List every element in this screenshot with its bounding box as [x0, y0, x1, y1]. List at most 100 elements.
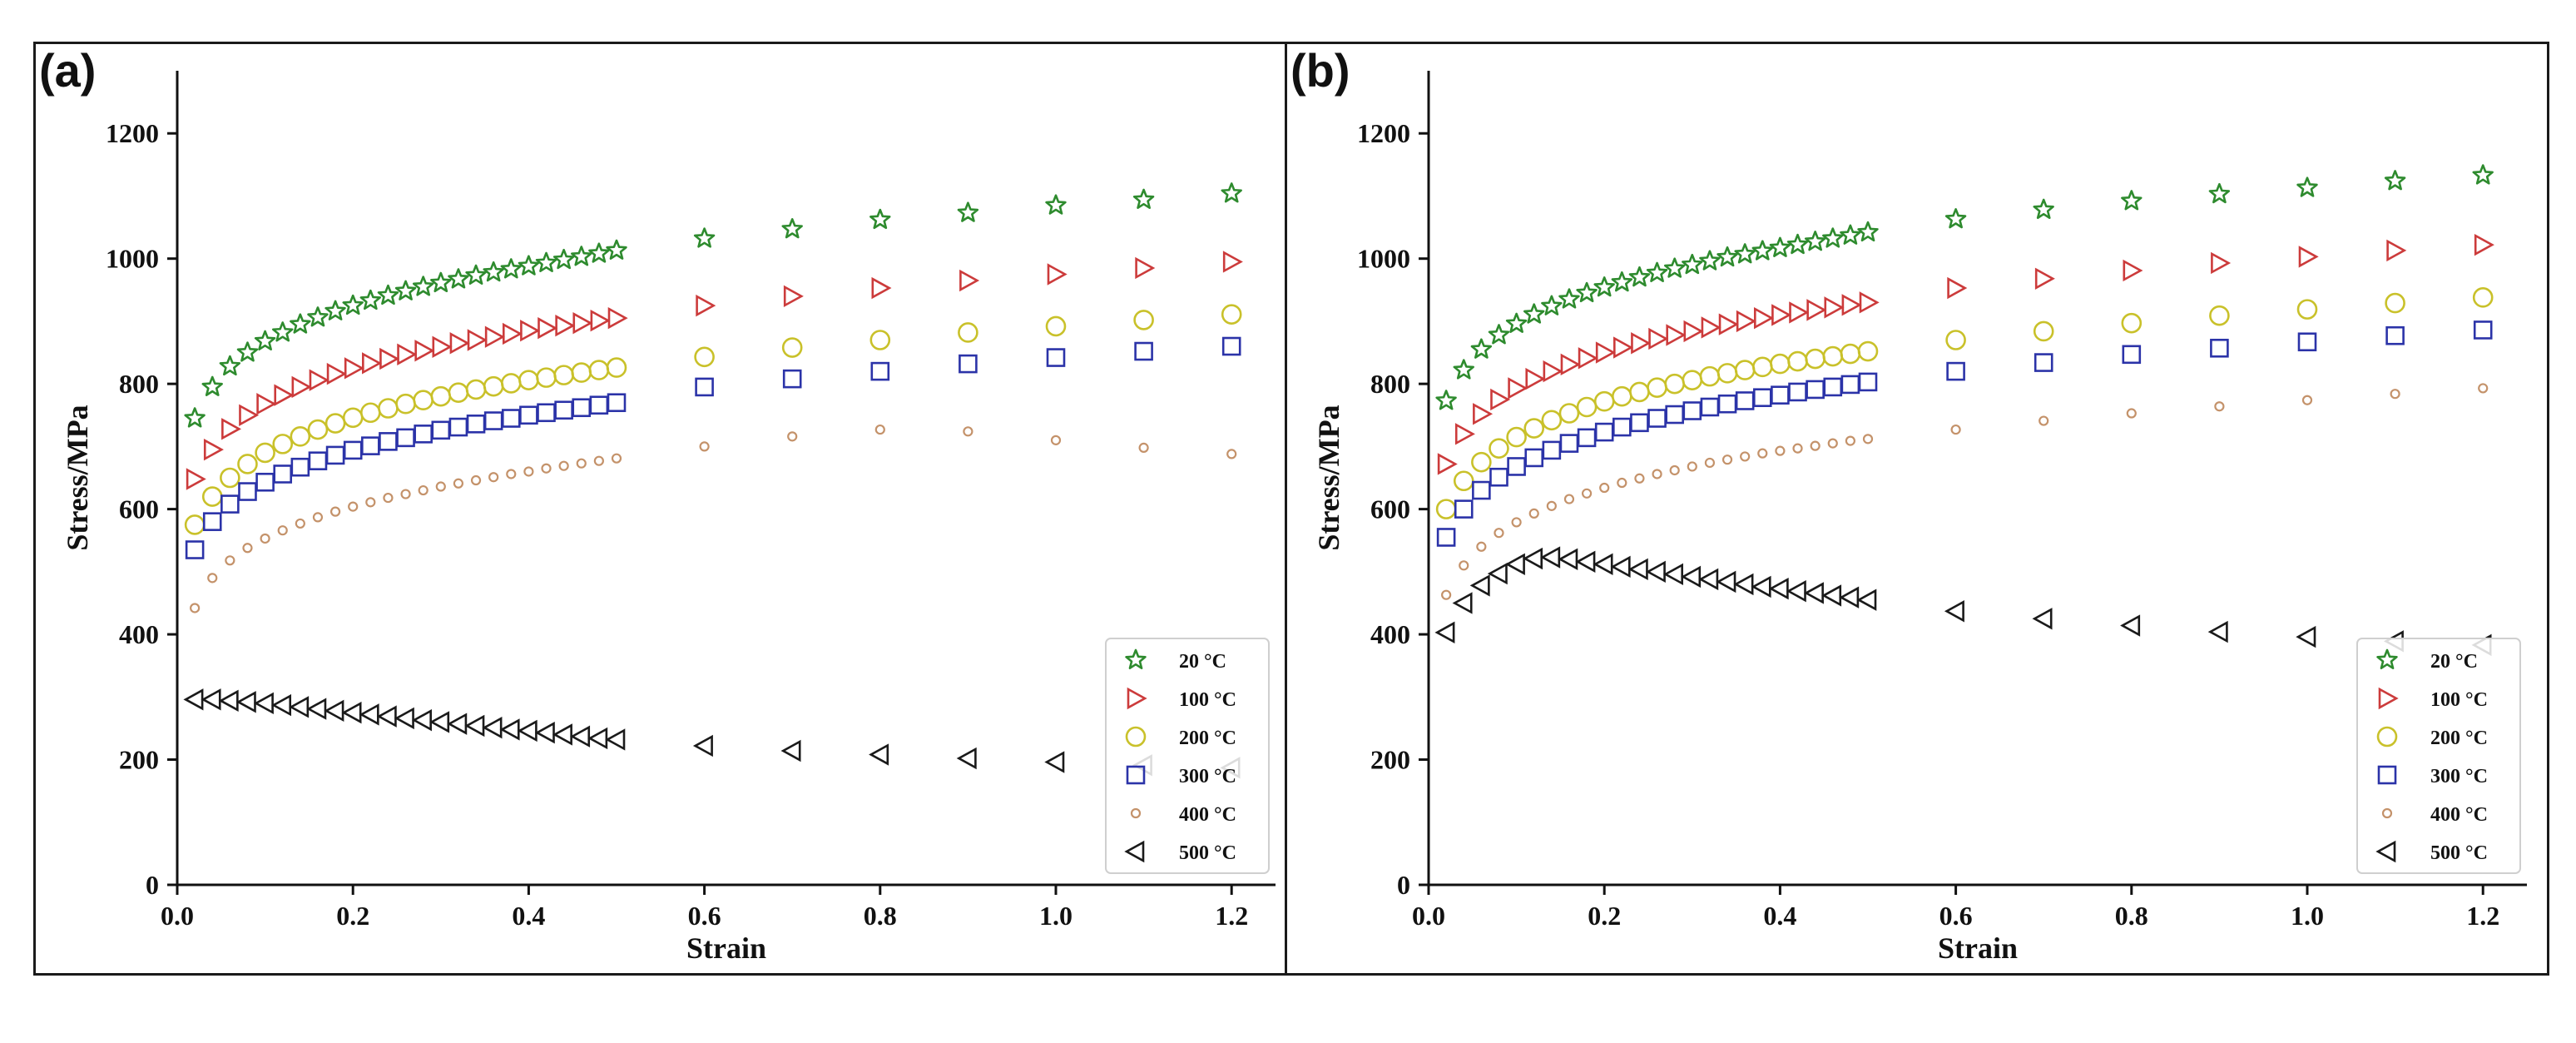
data-point [1751, 356, 1773, 378]
data-point [555, 314, 576, 337]
data-point [1805, 348, 1825, 370]
data-point [1221, 336, 1241, 356]
data-point [781, 337, 803, 358]
data-point [329, 506, 341, 517]
panel-label: (a) [39, 44, 97, 97]
data-point [412, 276, 434, 296]
data-point [1735, 391, 1755, 410]
data-point [360, 402, 381, 424]
data-point [306, 698, 327, 720]
data-point [383, 492, 394, 504]
data-point [1682, 370, 1703, 390]
data-point [1699, 365, 1721, 387]
data-point [869, 743, 889, 766]
data-point [1595, 341, 1616, 364]
data-point [518, 255, 540, 276]
data-point [1699, 250, 1721, 271]
data-point [1558, 403, 1580, 424]
data-point [185, 540, 205, 559]
data-point [1594, 422, 1614, 442]
data-point [571, 362, 592, 383]
data-point [2472, 287, 2494, 308]
data-point [465, 379, 487, 400]
data-point [2296, 176, 2318, 197]
data-point [869, 330, 891, 350]
data-point [324, 413, 346, 434]
data-point [1628, 266, 1651, 287]
data-point [1652, 469, 1662, 479]
chart-a-svg: 0.0 0.2 0.4 0.6 0.8 1.0 1.2 0 200 400 600 800 1000 12… [61, 71, 1276, 965]
data-point [394, 280, 417, 300]
data-point [1631, 332, 1652, 355]
legend-marker [2381, 807, 2393, 819]
data-point [237, 454, 258, 474]
data-point [432, 335, 453, 358]
data-point [1134, 341, 1153, 361]
data-point [2033, 198, 2054, 220]
data-point [587, 727, 608, 750]
data-point [1698, 568, 1719, 591]
legend-marker [1130, 807, 1142, 819]
data-point [1771, 304, 1792, 326]
data-point [1647, 409, 1667, 428]
data-point [1599, 482, 1610, 494]
data-point [2207, 620, 2228, 643]
data-point [1132, 188, 1155, 209]
data-point [1634, 473, 1645, 484]
data-point [553, 365, 574, 385]
data-point [272, 321, 294, 342]
data-point [218, 689, 239, 713]
data-point [607, 306, 628, 330]
series-3 [1436, 320, 2493, 547]
data-point [500, 258, 522, 279]
data-point [1856, 589, 1877, 611]
data-point [499, 718, 520, 741]
data-point [692, 734, 713, 757]
y-tick-label: 400 [1370, 619, 1410, 649]
data-point [1593, 390, 1615, 412]
data-point [255, 442, 275, 464]
data-point [2210, 338, 2229, 358]
data-point [225, 555, 235, 566]
data-point [430, 271, 452, 293]
data-point [1682, 253, 1703, 275]
data-point [1435, 499, 1457, 519]
data-point [201, 375, 223, 396]
data-point [2126, 408, 2137, 419]
data-point [1138, 442, 1149, 453]
data-point [1459, 560, 1469, 571]
data-point [1717, 246, 1738, 267]
data-point [1822, 345, 1844, 367]
data-point [1824, 296, 1845, 319]
data-point [2301, 395, 2313, 405]
data-point [576, 458, 587, 469]
data-point [1806, 299, 1827, 321]
data-point [273, 464, 293, 484]
data-point [1610, 555, 1631, 579]
data-point [1701, 316, 1721, 339]
data-point [414, 425, 433, 444]
data-point [1717, 363, 1738, 384]
data-point [1452, 592, 1473, 614]
data-point [1476, 541, 1487, 552]
data-point [1453, 359, 1474, 380]
data-point [1769, 236, 1791, 257]
data-point [309, 369, 329, 391]
data-point [1045, 194, 1067, 215]
data-point [1669, 464, 1680, 476]
data-point [256, 393, 277, 415]
data-point [787, 431, 798, 442]
data-point [1541, 410, 1563, 431]
x-tick-label: 0.2 [336, 901, 369, 931]
legend-label: 100 °C [1179, 689, 1236, 711]
data-point [1454, 499, 1474, 519]
data-point [203, 438, 224, 461]
data-point [429, 711, 450, 733]
data-point [1700, 397, 1720, 417]
data-point [1469, 574, 1490, 597]
data-point [1523, 303, 1545, 324]
data-point [255, 472, 275, 492]
y-tick-label: 0 [1397, 870, 1410, 900]
data-point [1627, 558, 1648, 581]
data-point [1135, 256, 1156, 280]
